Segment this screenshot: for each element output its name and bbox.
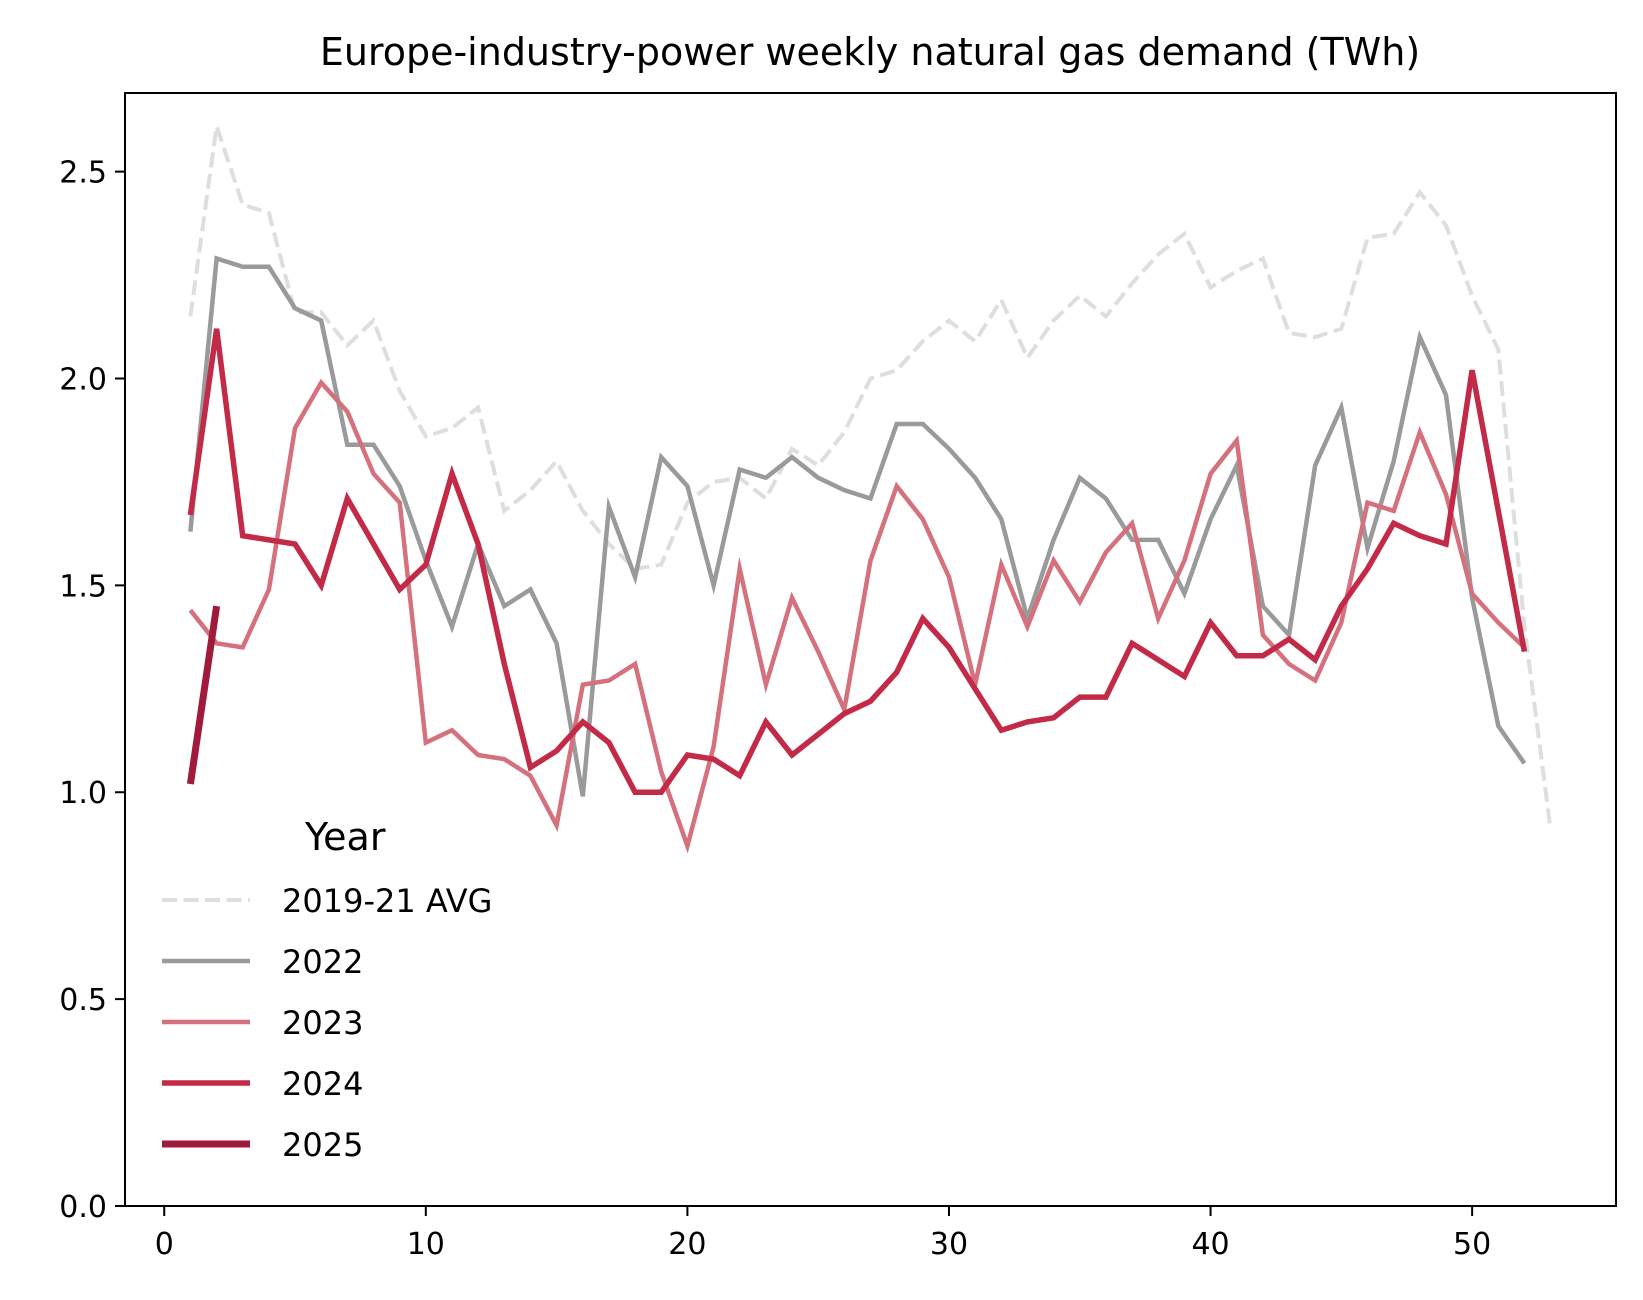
y-tick-label: 2.0 xyxy=(59,362,107,397)
y-tick-label: 2.5 xyxy=(59,156,107,191)
x-tick-label: 0 xyxy=(155,1227,174,1262)
series-line-2025 xyxy=(186,605,221,785)
legend-label: 2024 xyxy=(282,1065,363,1103)
x-tick-label: 30 xyxy=(930,1227,968,1262)
y-tick-label: 0.0 xyxy=(59,1190,107,1225)
legend-label: 2019-21 AVG xyxy=(282,882,492,920)
y-tick-label: 0.5 xyxy=(59,983,107,1018)
series-line-2023 xyxy=(188,378,1526,854)
series-lines xyxy=(186,117,1553,854)
series-line-2019-21-avg xyxy=(188,117,1553,830)
series-line-2022 xyxy=(188,255,1527,797)
series-line-2024 xyxy=(187,328,1528,795)
x-axis: 0 10 20 30 40 50 xyxy=(155,1206,1491,1262)
legend-label: 2023 xyxy=(282,1004,363,1042)
plot-frame xyxy=(124,92,1617,1207)
legend-label: 2025 xyxy=(282,1126,363,1164)
chart-title: Europe-industry-power weekly natural gas… xyxy=(320,30,1420,74)
x-tick-label: 10 xyxy=(407,1227,445,1262)
x-tick-label: 40 xyxy=(1191,1227,1229,1262)
legend-title: Year xyxy=(304,815,386,859)
y-tick-label: 1.0 xyxy=(59,776,107,811)
legend-label: 2022 xyxy=(282,943,363,981)
y-axis: 0.0 0.5 1.0 1.5 2.0 2.5 xyxy=(59,156,125,1225)
legend: Year 2019-21 AVG 2022 2023 2024 2025 xyxy=(162,815,492,1164)
x-tick-label: 50 xyxy=(1453,1227,1491,1262)
y-tick-label: 1.5 xyxy=(59,569,107,604)
x-tick-label: 20 xyxy=(668,1227,706,1262)
